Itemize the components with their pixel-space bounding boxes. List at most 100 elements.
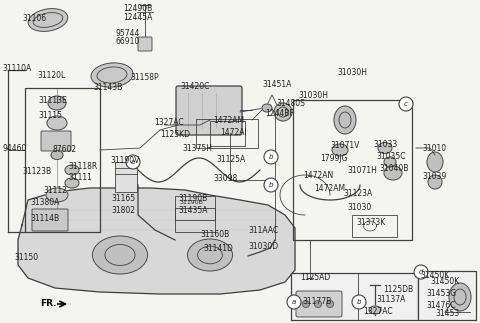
Text: 31373K: 31373K bbox=[356, 217, 385, 226]
Text: 31165: 31165 bbox=[111, 193, 135, 203]
Bar bbox=[25, 88, 100, 232]
Text: 31480S: 31480S bbox=[276, 99, 305, 108]
Text: 311AAC: 311AAC bbox=[248, 225, 278, 234]
Text: 31137A: 31137A bbox=[376, 296, 406, 305]
Bar bbox=[115, 162, 137, 192]
Text: 31143B: 31143B bbox=[93, 82, 122, 91]
Text: 31450K: 31450K bbox=[430, 276, 459, 286]
Text: 95744: 95744 bbox=[115, 28, 139, 37]
Circle shape bbox=[126, 155, 140, 169]
Text: 31030: 31030 bbox=[347, 203, 371, 212]
Text: 31039: 31039 bbox=[422, 172, 446, 181]
Ellipse shape bbox=[378, 142, 392, 153]
Ellipse shape bbox=[314, 300, 322, 307]
Text: 31190V: 31190V bbox=[110, 155, 139, 164]
Text: 31123A: 31123A bbox=[343, 189, 372, 197]
Text: 31030H: 31030H bbox=[337, 68, 367, 77]
Text: 31040B: 31040B bbox=[379, 163, 408, 172]
Text: 31113E: 31113E bbox=[38, 96, 67, 105]
Ellipse shape bbox=[46, 188, 68, 202]
Text: 1472AM: 1472AM bbox=[213, 116, 244, 124]
Text: d: d bbox=[419, 269, 423, 275]
Text: a: a bbox=[292, 299, 296, 305]
Text: b: b bbox=[269, 154, 273, 160]
Text: 1327AC: 1327AC bbox=[154, 118, 184, 127]
Ellipse shape bbox=[449, 283, 471, 311]
Text: 31111: 31111 bbox=[68, 172, 92, 182]
Text: 31115: 31115 bbox=[38, 110, 62, 120]
Text: 12490B: 12490B bbox=[123, 4, 152, 13]
Text: 31453G: 31453G bbox=[426, 288, 456, 297]
Ellipse shape bbox=[262, 104, 272, 112]
Text: 31420C: 31420C bbox=[180, 81, 209, 90]
Circle shape bbox=[399, 97, 413, 111]
Ellipse shape bbox=[91, 63, 133, 87]
Text: 12445A: 12445A bbox=[123, 13, 152, 22]
Text: 31125A: 31125A bbox=[216, 154, 245, 163]
Text: 31451A: 31451A bbox=[262, 79, 291, 89]
Ellipse shape bbox=[274, 103, 292, 121]
Text: 31476C: 31476C bbox=[426, 300, 456, 309]
Ellipse shape bbox=[326, 300, 334, 307]
Bar bbox=[175, 196, 215, 220]
Ellipse shape bbox=[28, 9, 68, 31]
Text: 87602: 87602 bbox=[52, 144, 76, 153]
Ellipse shape bbox=[427, 152, 443, 172]
Bar bbox=[196, 119, 258, 148]
Ellipse shape bbox=[65, 165, 79, 175]
Text: 66910: 66910 bbox=[115, 36, 139, 46]
Text: 31802: 31802 bbox=[111, 205, 135, 214]
Ellipse shape bbox=[384, 157, 396, 167]
Text: 31453: 31453 bbox=[435, 309, 459, 318]
Text: 31450K: 31450K bbox=[420, 271, 449, 280]
Circle shape bbox=[264, 150, 278, 164]
Text: 1125DB: 1125DB bbox=[383, 285, 413, 294]
Text: 31380A: 31380A bbox=[30, 197, 60, 206]
Text: b: b bbox=[269, 182, 273, 188]
FancyBboxPatch shape bbox=[296, 291, 342, 317]
Ellipse shape bbox=[48, 96, 66, 110]
Ellipse shape bbox=[428, 175, 442, 189]
Text: 1472AN: 1472AN bbox=[303, 171, 333, 180]
Ellipse shape bbox=[302, 300, 310, 307]
Text: 31030D: 31030D bbox=[248, 242, 278, 251]
Bar bbox=[418, 271, 476, 320]
Bar bbox=[291, 273, 418, 320]
Text: 31190B: 31190B bbox=[180, 200, 204, 205]
Text: 1472AM: 1472AM bbox=[314, 183, 345, 193]
Text: 31106: 31106 bbox=[22, 14, 46, 23]
Text: 31033: 31033 bbox=[373, 140, 397, 149]
Text: 31071H: 31071H bbox=[347, 165, 377, 174]
Ellipse shape bbox=[47, 116, 67, 130]
Text: 31141D: 31141D bbox=[203, 244, 233, 253]
Ellipse shape bbox=[65, 178, 79, 188]
Text: 31435A: 31435A bbox=[178, 205, 207, 214]
FancyBboxPatch shape bbox=[138, 37, 152, 51]
Text: 31190B: 31190B bbox=[178, 193, 207, 203]
Text: 31150: 31150 bbox=[14, 253, 38, 262]
Text: 31071V: 31071V bbox=[330, 141, 360, 150]
FancyBboxPatch shape bbox=[176, 86, 242, 135]
Text: 31160B: 31160B bbox=[200, 230, 229, 238]
Text: 31110A: 31110A bbox=[2, 64, 31, 72]
Text: 31123B: 31123B bbox=[22, 166, 51, 175]
Bar bbox=[293, 100, 412, 240]
Text: 31118R: 31118R bbox=[68, 162, 97, 171]
Text: a: a bbox=[131, 159, 135, 165]
Text: 1125KD: 1125KD bbox=[160, 130, 190, 139]
Circle shape bbox=[414, 265, 428, 279]
Ellipse shape bbox=[384, 166, 402, 180]
Bar bbox=[210, 121, 245, 146]
Text: 1244BF: 1244BF bbox=[265, 109, 294, 118]
Text: b: b bbox=[357, 299, 361, 305]
Ellipse shape bbox=[334, 106, 356, 134]
Bar bbox=[352, 215, 397, 237]
Text: 31120L: 31120L bbox=[37, 70, 65, 79]
Text: 94460: 94460 bbox=[2, 143, 26, 152]
Ellipse shape bbox=[51, 151, 63, 160]
Text: FR.: FR. bbox=[40, 299, 57, 308]
Ellipse shape bbox=[93, 236, 147, 274]
Ellipse shape bbox=[369, 306, 381, 314]
Text: 1472AI: 1472AI bbox=[220, 128, 247, 137]
Text: 31177B: 31177B bbox=[302, 297, 331, 306]
